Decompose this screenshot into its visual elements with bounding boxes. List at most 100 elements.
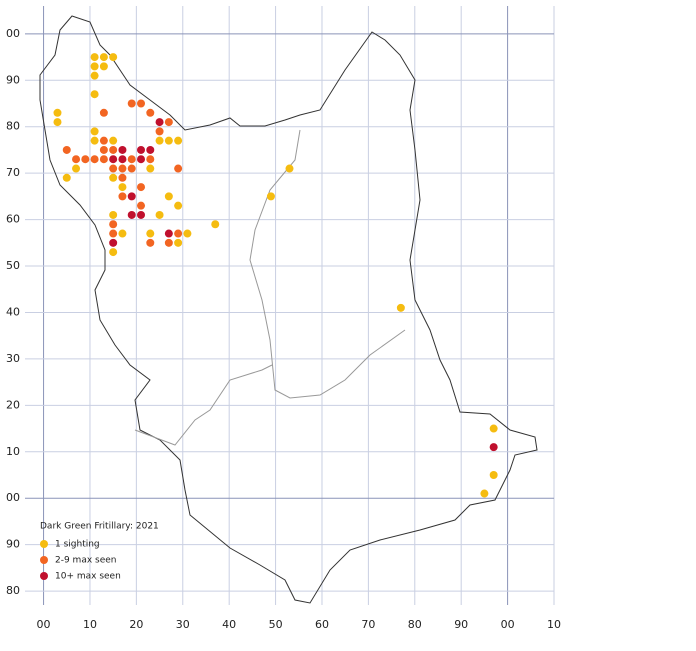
county-boundary	[39, 15, 538, 604]
point	[109, 155, 118, 164]
point	[99, 62, 108, 71]
point	[174, 201, 183, 210]
point	[146, 108, 155, 117]
point	[146, 164, 155, 173]
y-tick-label: 90	[6, 73, 20, 86]
point	[90, 127, 99, 136]
y-tick-label: 50	[6, 259, 20, 272]
legend-marker	[40, 556, 48, 564]
point	[164, 136, 173, 145]
y-tick-label: 40	[6, 305, 20, 318]
point	[146, 155, 155, 164]
point	[164, 238, 173, 247]
legend-marker	[40, 540, 48, 548]
point	[99, 53, 108, 62]
point	[137, 145, 146, 154]
point	[146, 145, 155, 154]
point	[174, 136, 183, 145]
legend-label: 10+ max seen	[55, 572, 121, 582]
legend-marker	[40, 572, 48, 580]
y-tick-label: 90	[6, 538, 20, 551]
x-tick-label: 60	[315, 618, 329, 631]
x-tick-label: 80	[408, 618, 422, 631]
point	[155, 210, 164, 219]
point	[90, 62, 99, 71]
point	[99, 136, 108, 145]
y-tick-label: 20	[6, 398, 20, 411]
y-tick-label: 30	[6, 352, 20, 365]
point	[99, 155, 108, 164]
point	[109, 145, 118, 154]
point	[137, 201, 146, 210]
point	[72, 164, 81, 173]
point	[155, 136, 164, 145]
point	[109, 238, 118, 247]
point	[109, 53, 118, 62]
x-tick-label: 10	[547, 618, 561, 631]
y-tick-label: 80	[6, 584, 20, 597]
point	[53, 108, 62, 117]
x-tick-label: 90	[454, 618, 468, 631]
x-tick-label: 70	[361, 618, 375, 631]
chart-title: Dark Green Fritillary: 2021	[40, 522, 159, 532]
point	[285, 164, 294, 173]
point	[118, 155, 127, 164]
point	[109, 210, 118, 219]
point	[99, 145, 108, 154]
point	[109, 220, 118, 229]
legend-label: 2-9 max seen	[55, 556, 117, 566]
point	[480, 489, 489, 498]
y-tick-label: 00	[6, 491, 20, 504]
x-tick-label: 20	[129, 618, 143, 631]
point	[146, 238, 155, 247]
x-tick-label: 00	[501, 618, 515, 631]
point	[81, 155, 90, 164]
point	[174, 229, 183, 238]
x-tick-label: 40	[222, 618, 236, 631]
point	[127, 99, 136, 108]
x-tick-label: 00	[37, 618, 51, 631]
point	[109, 173, 118, 182]
point	[118, 164, 127, 173]
point	[72, 155, 81, 164]
x-tick-label: 10	[83, 618, 97, 631]
point	[109, 229, 118, 238]
point	[90, 90, 99, 99]
point	[118, 229, 127, 238]
point	[174, 164, 183, 173]
y-tick-label: 10	[6, 445, 20, 458]
point	[99, 108, 108, 117]
point	[90, 155, 99, 164]
point	[118, 145, 127, 154]
point	[489, 470, 498, 479]
point	[127, 155, 136, 164]
y-tick-label: 80	[6, 120, 20, 133]
point	[109, 136, 118, 145]
point	[146, 229, 155, 238]
point	[164, 229, 173, 238]
x-tick-label: 50	[269, 618, 283, 631]
point	[396, 303, 405, 312]
point	[109, 248, 118, 257]
point	[109, 164, 118, 173]
grid	[25, 6, 555, 605]
point	[62, 173, 71, 182]
y-tick-label: 00	[6, 27, 20, 40]
point	[90, 71, 99, 80]
point	[164, 118, 173, 127]
point	[62, 145, 71, 154]
point	[127, 210, 136, 219]
point	[127, 164, 136, 173]
point	[90, 136, 99, 145]
point	[137, 99, 146, 108]
x-tick-label: 30	[176, 618, 190, 631]
point	[137, 183, 146, 192]
point	[266, 192, 275, 201]
point	[127, 192, 136, 201]
point	[489, 443, 498, 452]
point	[137, 210, 146, 219]
point	[90, 53, 99, 62]
point	[489, 424, 498, 433]
point	[118, 173, 127, 182]
point	[164, 192, 173, 201]
